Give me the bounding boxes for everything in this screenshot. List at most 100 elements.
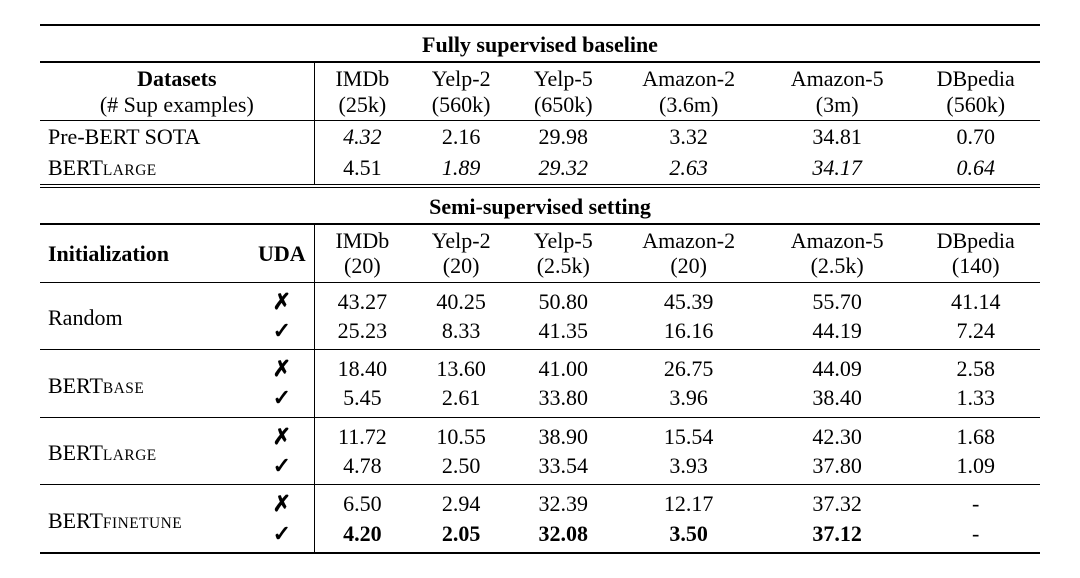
semi-cell: 2.61 [410,383,512,417]
section1-title-row: Fully supervised baseline [40,25,1040,62]
sup-cell: 4.32 [314,121,410,153]
col-name: IMDb [323,66,402,91]
semi-cell: 16.16 [614,316,763,350]
check-icon [273,318,291,343]
semi-cell: 41.14 [911,282,1040,316]
sup-cell: 1.89 [410,152,512,185]
semi-header-row: InitializationUDAIMDb(20)Yelp-2(20)Yelp-… [40,224,1040,282]
cross-icon [273,356,291,381]
semi-cell: 37.32 [763,485,912,519]
sup-cell: 3.32 [614,121,763,153]
semi-cell: 4.20 [314,519,410,553]
sup-header-row: Datasets(# Sup examples)IMDb(25k)Yelp-2(… [40,62,1040,120]
semi-cell: 3.50 [614,519,763,553]
sup-row-label: BERTLARGE [40,152,314,185]
init-header: Initialization [40,224,250,282]
check-icon [273,385,291,410]
semi-cell: 38.90 [512,417,614,451]
semi-cell: 2.94 [410,485,512,519]
col-size: (560k) [919,92,1032,117]
col-name: Amazon-5 [771,66,904,91]
sup-col-header: Amazon-2(3.6m) [614,62,763,120]
col-size: (3.6m) [622,92,755,117]
semi-row: Random43.2740.2550.8045.3955.7041.14 [40,282,1040,316]
uda-cell [250,451,314,485]
semi-col-header: Amazon-5(2.5k) [763,224,912,282]
uda-header: UDA [250,224,314,282]
semi-cell: 33.54 [512,451,614,485]
col-name: Yelp-2 [418,228,504,253]
sup-row: BERTLARGE4.511.8929.322.6334.170.64 [40,152,1040,185]
uda-cell [250,519,314,553]
col-size: (3m) [771,92,904,117]
col-size: (20) [622,253,755,278]
semi-cell: 40.25 [410,282,512,316]
semi-cell: 11.72 [314,417,410,451]
col-size: (2.5k) [771,253,904,278]
uda-cell [250,316,314,350]
col-size: (2.5k) [520,253,606,278]
semi-cell: 42.30 [763,417,912,451]
cross-icon [273,289,291,314]
sup-col-header: Yelp-2(560k) [410,62,512,120]
semi-cell: 3.93 [614,451,763,485]
section1-title: Fully supervised baseline [40,25,1040,62]
semi-row-label: BERTFINETUNE [40,485,250,553]
semi-cell: 50.80 [512,282,614,316]
semi-cell: 32.39 [512,485,614,519]
semi-cell: 12.17 [614,485,763,519]
sup-col-header: IMDb(25k) [314,62,410,120]
semi-cell: 44.09 [763,350,912,384]
check-icon [273,521,291,546]
col-name: Amazon-2 [622,66,755,91]
semi-cell: 8.33 [410,316,512,350]
sup-cell: 0.64 [911,152,1040,185]
col-size: (20) [323,253,402,278]
semi-col-header: Yelp-5(2.5k) [512,224,614,282]
col-name: Yelp-2 [418,66,504,91]
sup-cell: 29.32 [512,152,614,185]
col-name: DBpedia [919,228,1032,253]
uda-cell [250,417,314,451]
sup-col-header: Yelp-5(650k) [512,62,614,120]
semi-cell: 25.23 [314,316,410,350]
semi-cell: - [911,519,1040,553]
col-name: Yelp-5 [520,228,606,253]
table: Fully supervised baselineDatasets(# Sup … [40,24,1040,554]
uda-cell [250,383,314,417]
sup-cell: 34.17 [763,152,912,185]
cross-icon [273,491,291,516]
semi-cell: 1.09 [911,451,1040,485]
sup-row-label: Pre-BERT SOTA [40,121,314,153]
col-size: (20) [418,253,504,278]
semi-row: BERTLARGE11.7210.5538.9015.5442.301.68 [40,417,1040,451]
semi-cell: 38.40 [763,383,912,417]
check-icon [273,453,291,478]
semi-cell: 37.80 [763,451,912,485]
semi-cell: - [911,485,1040,519]
section2-title-row: Semi-supervised setting [40,186,1040,224]
datasets-label: Datasets [48,66,306,91]
sup-cell: 2.63 [614,152,763,185]
semi-col-header: Yelp-2(20) [410,224,512,282]
sup-col-header: DBpedia(560k) [911,62,1040,120]
semi-cell: 32.08 [512,519,614,553]
results-table: Fully supervised baselineDatasets(# Sup … [40,24,1040,554]
col-name: Yelp-5 [520,66,606,91]
semi-cell: 41.35 [512,316,614,350]
semi-cell: 33.80 [512,383,614,417]
sup-header-label: Datasets(# Sup examples) [40,62,314,120]
sup-cell: 0.70 [911,121,1040,153]
sup-col-header: Amazon-5(3m) [763,62,912,120]
semi-cell: 6.50 [314,485,410,519]
sup-cell: 2.16 [410,121,512,153]
col-name: IMDb [323,228,402,253]
semi-cell: 1.68 [911,417,1040,451]
col-name: Amazon-5 [771,228,904,253]
cross-icon [273,424,291,449]
datasets-sublabel: (# Sup examples) [48,92,306,117]
semi-col-header: IMDb(20) [314,224,410,282]
semi-cell: 1.33 [911,383,1040,417]
col-name: DBpedia [919,66,1032,91]
uda-cell [250,350,314,384]
